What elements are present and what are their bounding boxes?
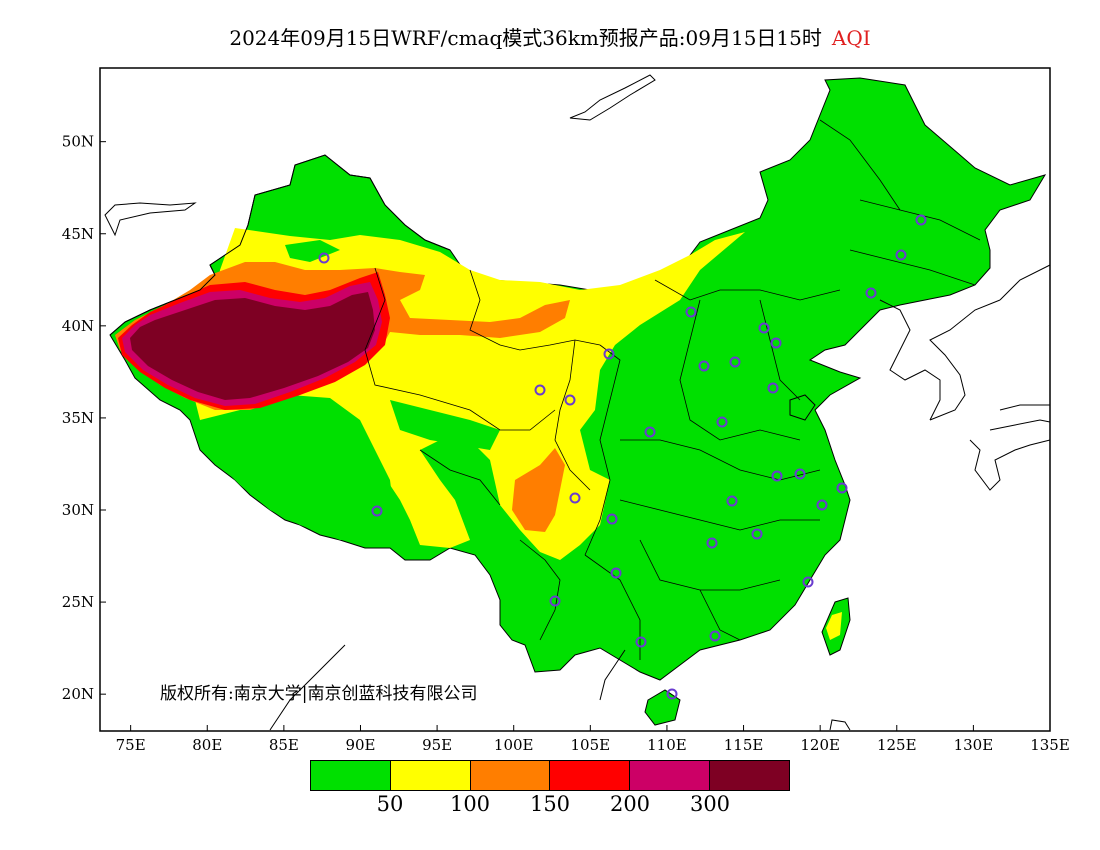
lat-tick-label: 45N — [62, 225, 94, 243]
title-main: 2024年09月15日WRF/cmaq模式36km预报产品:09月15日15时 — [229, 26, 822, 50]
colorbar-segment — [550, 761, 631, 790]
colorbar-label: 100 — [449, 792, 491, 816]
colorbar-label: 300 — [689, 792, 731, 816]
longitude-axis: 75E 80E 85E 90E 95E 100E 105E 110E 115E 120E 125E 1… — [116, 725, 1070, 754]
aqi-colorbar — [310, 760, 790, 791]
lon-tick-label: 100E — [494, 736, 534, 754]
neighbour-outlines — [104, 74, 1051, 731]
lat-tick-label: 40N — [62, 317, 94, 335]
lon-tick-label: 130E — [954, 736, 994, 754]
colorbar-label: 50 — [376, 792, 404, 816]
city-markers — [318, 214, 927, 700]
lon-tick-label: 120E — [800, 736, 840, 754]
aqi-region-good-qinghai — [390, 400, 500, 450]
lon-tick-label: 75E — [116, 736, 146, 754]
lon-tick-label: 125E — [877, 736, 917, 754]
title-variable: AQI — [831, 26, 871, 50]
lat-tick-label: 35N — [62, 409, 94, 427]
china-border-west — [109, 154, 451, 336]
lon-tick-label: 95E — [422, 736, 452, 754]
colorbar-labels: 50 100 150 200 300 — [0, 792, 1100, 822]
lon-tick-label: 105E — [571, 736, 611, 754]
lon-tick-label: 80E — [192, 736, 222, 754]
colorbar-segment — [470, 761, 551, 790]
aqi-region-good-xinjiang — [285, 240, 340, 262]
colorbar-segment — [390, 761, 471, 790]
taiwan-moderate — [826, 612, 842, 640]
lon-tick-label: 110E — [647, 736, 687, 754]
aqi-region-sensitive-sichuan — [512, 448, 565, 532]
colorbar-segment — [630, 761, 711, 790]
lat-tick-label: 50N — [62, 133, 94, 151]
lon-tick-label: 115E — [724, 736, 764, 754]
map-title: 2024年09月15日WRF/cmaq模式36km预报产品:09月15日15时 A… — [0, 22, 1100, 51]
colorbar-label: 200 — [609, 792, 651, 816]
lon-tick-label: 85E — [269, 736, 299, 754]
colorbar-label: 150 — [529, 792, 571, 816]
latitude-axis: 20N 25N 30N 35N 40N 45N 50N — [62, 133, 106, 703]
lat-tick-label: 25N — [62, 593, 94, 611]
copyright-notice: 版权所有:南京大学|南京创蓝科技有限公司 — [160, 684, 478, 704]
map-content — [104, 74, 1051, 731]
aqi-region-hazardous — [130, 292, 375, 400]
lat-tick-label: 20N — [62, 685, 94, 703]
lon-tick-label: 135E — [1030, 736, 1070, 754]
colorbar-segment — [710, 761, 789, 790]
lat-tick-label: 30N — [62, 501, 94, 519]
colorbar-segment — [311, 761, 391, 790]
aqi-region-good-tibet — [200, 395, 395, 540]
lon-tick-label: 90E — [345, 736, 375, 754]
